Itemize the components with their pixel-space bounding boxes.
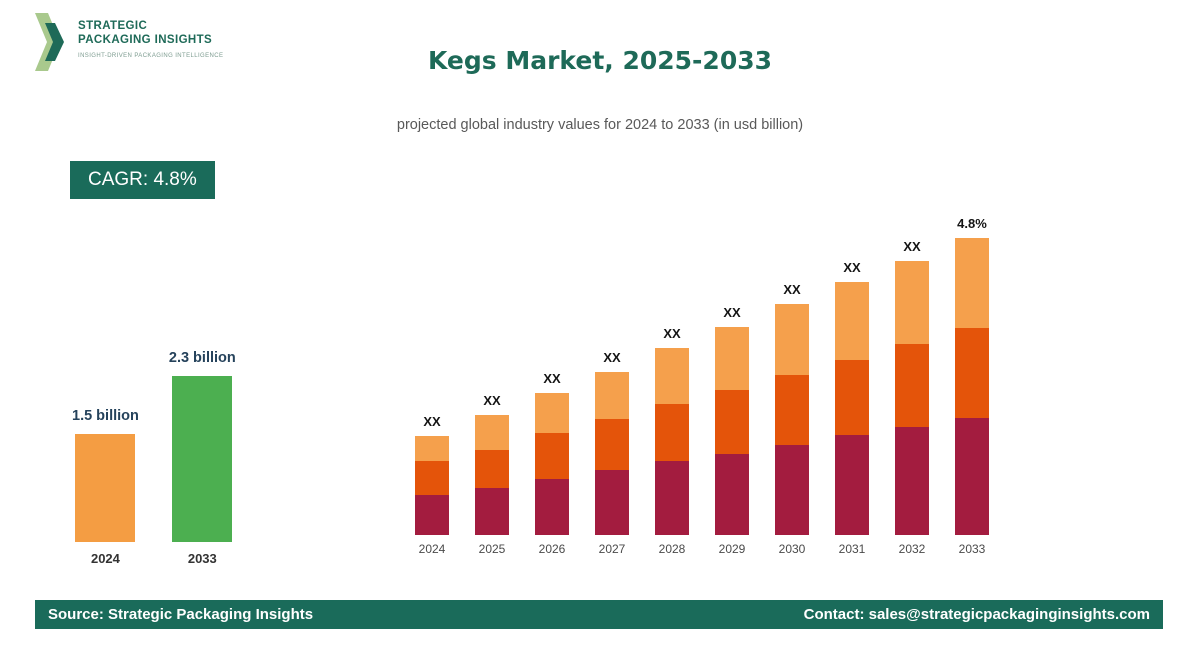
stacked-bar-year-label: 2026 bbox=[538, 542, 566, 556]
segment-middle bbox=[475, 450, 509, 488]
mini-chart: 1.5 billion 2024 2.3 billion 2033 bbox=[72, 318, 236, 566]
segment-middle bbox=[415, 461, 449, 495]
stacked-bar-value-label: XX bbox=[663, 326, 681, 341]
page-subtitle: projected global industry values for 202… bbox=[396, 117, 804, 133]
stacked-bar-value-label: XX bbox=[603, 350, 621, 365]
stacked-bar-value-label: 4.8% bbox=[957, 216, 987, 231]
stacked-bar bbox=[475, 415, 509, 535]
segment-top bbox=[655, 348, 689, 404]
stacked-bar-value-label: XX bbox=[903, 239, 921, 254]
logo: STRATEGIC PACKAGING INSIGHTS INSIGHT-DRI… bbox=[35, 13, 223, 71]
segment-middle bbox=[535, 433, 569, 479]
stacked-bar bbox=[595, 372, 629, 535]
segment-top bbox=[535, 393, 569, 433]
stacked-bar-group: XX 2030 bbox=[775, 282, 809, 556]
stacked-bar-year-label: 2033 bbox=[958, 542, 986, 556]
segment-top bbox=[715, 327, 749, 390]
mini-bar-group: 2.3 billion 2033 bbox=[169, 350, 236, 566]
footer-contact: Contact: sales@strategicpackaginginsight… bbox=[803, 606, 1150, 623]
mini-bar bbox=[75, 434, 136, 542]
stacked-bar bbox=[415, 436, 449, 535]
logo-line-2: PACKAGING INSIGHTS bbox=[78, 34, 213, 47]
segment-top bbox=[775, 304, 809, 375]
stacked-bar-group: XX 2031 bbox=[835, 260, 869, 556]
segment-middle bbox=[595, 419, 629, 470]
page-title: Kegs Market, 2025-2033 bbox=[427, 46, 773, 75]
stacked-bar-group: XX 2025 bbox=[475, 393, 509, 556]
segment-top bbox=[895, 261, 929, 344]
stacked-bar bbox=[955, 238, 989, 535]
segment-middle bbox=[655, 404, 689, 461]
segment-top bbox=[415, 436, 449, 461]
stacked-bar-year-label: 2028 bbox=[658, 542, 686, 556]
stacked-bar bbox=[895, 261, 929, 535]
stacked-bar-year-label: 2025 bbox=[478, 542, 506, 556]
stacked-bar bbox=[775, 304, 809, 535]
stacked-bar-value-label: XX bbox=[423, 414, 441, 429]
cagr-badge: CAGR: 4.8% bbox=[70, 161, 215, 199]
segment-bottom bbox=[715, 454, 749, 535]
stacked-bar-value-label: XX bbox=[723, 305, 741, 320]
footer-source: Source: Strategic Packaging Insights bbox=[48, 606, 314, 623]
mini-bar-year-label: 2033 bbox=[187, 551, 217, 566]
segment-middle bbox=[715, 390, 749, 454]
segment-bottom bbox=[475, 488, 509, 535]
stacked-bar-group: XX 2024 bbox=[415, 414, 449, 556]
stacked-bar-value-label: XX bbox=[483, 393, 501, 408]
mini-bar-year-label: 2024 bbox=[90, 551, 120, 566]
stacked-bar-value-label: XX bbox=[843, 260, 861, 275]
segment-middle bbox=[955, 328, 989, 418]
segment-top bbox=[955, 238, 989, 328]
stacked-bar-group: XX 2032 bbox=[895, 239, 929, 556]
logo-chevron-icon bbox=[35, 13, 64, 71]
stacked-bar-group: XX 2026 bbox=[535, 371, 569, 556]
mini-bar bbox=[172, 376, 233, 542]
segment-bottom bbox=[415, 495, 449, 535]
segment-top bbox=[475, 415, 509, 450]
mini-bar-value-label: 2.3 billion bbox=[168, 350, 236, 366]
stacked-bar-year-label: 2032 bbox=[898, 542, 926, 556]
segment-bottom bbox=[595, 470, 629, 535]
stacked-bar-year-label: 2030 bbox=[778, 542, 806, 556]
stacked-bar-group: XX 2029 bbox=[715, 305, 749, 556]
stacked-bar-value-label: XX bbox=[543, 371, 561, 386]
stacked-bar-year-label: 2024 bbox=[418, 542, 446, 556]
mini-bar-value-label: 1.5 billion bbox=[72, 408, 139, 424]
mini-bar-group: 1.5 billion 2024 bbox=[72, 408, 139, 566]
segment-bottom bbox=[955, 418, 989, 535]
segment-top bbox=[595, 372, 629, 419]
segment-bottom bbox=[895, 427, 929, 535]
stacked-bar bbox=[655, 348, 689, 535]
stacked-bar-group: 4.8% 2033 bbox=[955, 216, 989, 556]
stacked-bar-group: XX 2027 bbox=[595, 350, 629, 556]
logo-text: STRATEGIC PACKAGING INSIGHTS INSIGHT-DRI… bbox=[78, 13, 223, 59]
stacked-bar bbox=[715, 327, 749, 535]
logo-line-1: STRATEGIC bbox=[78, 20, 148, 32]
segment-bottom bbox=[835, 435, 869, 535]
stacked-bar-value-label: XX bbox=[783, 282, 801, 297]
logo-tagline: INSIGHT-DRIVEN PACKAGING INTELLIGENCE bbox=[78, 52, 224, 59]
segment-middle bbox=[835, 360, 869, 435]
main-chart: XX 2024 XX 2025 XX 2026 XX 2027 XX 2028 XX 2029 XX 20… bbox=[415, 196, 989, 556]
stacked-bar-group: XX 2028 bbox=[655, 326, 689, 556]
stacked-bar-year-label: 2031 bbox=[838, 542, 866, 556]
stacked-bar bbox=[835, 282, 869, 535]
segment-bottom bbox=[775, 445, 809, 535]
footer-bar: Source: Strategic Packaging Insights Con… bbox=[35, 600, 1163, 629]
stacked-bar bbox=[535, 393, 569, 535]
segment-top bbox=[835, 282, 869, 360]
segment-middle bbox=[775, 375, 809, 445]
segment-bottom bbox=[655, 461, 689, 535]
stacked-bar-year-label: 2029 bbox=[718, 542, 746, 556]
segment-middle bbox=[895, 344, 929, 427]
segment-bottom bbox=[535, 479, 569, 535]
stacked-bar-year-label: 2027 bbox=[598, 542, 626, 556]
